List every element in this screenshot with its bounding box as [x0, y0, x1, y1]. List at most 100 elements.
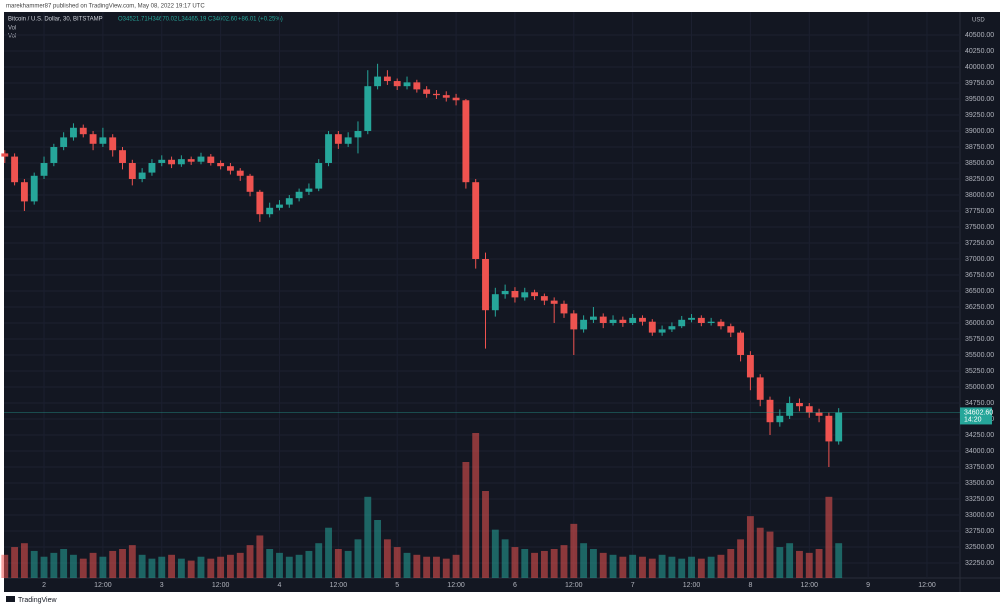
y-tick-label: 38250.00 — [965, 176, 994, 183]
candle-body — [344, 137, 352, 144]
y-tick-label: 32750.00 — [965, 528, 994, 535]
legend-value: H34670.02 — [148, 17, 178, 23]
volume-bar — [815, 549, 823, 578]
volume-bar — [668, 556, 676, 578]
volume-bar — [403, 552, 411, 578]
candle-body — [766, 399, 774, 423]
candle-body — [168, 159, 175, 165]
y-tick-label: 33000.00 — [965, 512, 994, 519]
volume-bar — [217, 556, 225, 578]
volume-bar — [796, 550, 803, 578]
volume-bar — [531, 552, 538, 578]
y-tick-label: 40000.00 — [965, 64, 994, 71]
volume-bar — [442, 558, 450, 578]
candle-body — [148, 162, 156, 173]
candle-body — [805, 406, 813, 413]
candle-body — [835, 412, 843, 442]
volume-bar — [688, 556, 695, 578]
symbol: Bitcoin / U.S. Dollar, 30, BITSTAMP — [8, 17, 103, 23]
volume-bar — [30, 550, 38, 578]
volume-bar — [20, 543, 28, 578]
candle-body — [128, 162, 136, 179]
candle-body — [550, 300, 558, 304]
candle-body — [756, 377, 764, 400]
y-tick-label: 36500.00 — [965, 288, 994, 295]
volume-bar — [589, 549, 597, 578]
y-tick-label: 33750.00 — [965, 464, 994, 471]
y-tick-label: 37000.00 — [965, 256, 994, 263]
volume-bar — [11, 547, 19, 578]
volume-bar — [99, 556, 107, 578]
legend-value: C34602.60 — [208, 17, 238, 23]
volume-bar — [354, 539, 362, 578]
y-tick-label: 35750.00 — [965, 336, 994, 343]
candle-body — [531, 292, 538, 297]
candle-body — [717, 321, 725, 327]
candle-body — [197, 156, 205, 162]
y-tick-label: 39000.00 — [965, 128, 994, 135]
last-price-tag — [960, 407, 992, 425]
candle-body — [511, 290, 519, 298]
volume-bar — [707, 556, 715, 578]
candle-body — [266, 207, 274, 215]
volume-bar — [629, 554, 637, 578]
volume-bar — [717, 554, 725, 578]
volume-bar — [766, 531, 774, 578]
candle-body — [109, 137, 117, 151]
volume-bar — [256, 535, 264, 578]
volume-label: Vol — [8, 26, 16, 32]
volume-bar — [266, 549, 274, 578]
candle-body — [383, 76, 391, 82]
candle-body — [609, 319, 617, 324]
volume-bar — [540, 550, 548, 578]
volume-bar — [727, 549, 735, 578]
volume-bar — [119, 549, 126, 578]
candle-body — [540, 296, 548, 301]
volume-bar — [40, 556, 48, 578]
volume-bar — [560, 545, 568, 578]
candle-body — [246, 175, 254, 192]
y-tick-label: 36250.00 — [965, 304, 994, 311]
candle-body — [413, 82, 421, 90]
volume-bar — [285, 556, 293, 578]
y-tick-label: 35500.00 — [965, 352, 994, 359]
volume-bar — [825, 496, 833, 578]
volume-bar — [756, 527, 764, 578]
y-tick-label: 37250.00 — [965, 240, 994, 247]
candle-body — [491, 294, 499, 311]
y-tick-label: 39250.00 — [965, 112, 994, 119]
candle-body — [138, 172, 146, 179]
volume-bar — [177, 558, 185, 578]
volume-bar — [482, 491, 489, 578]
candle-body — [354, 130, 362, 138]
volume-bar — [276, 552, 283, 578]
x-tick-label: 12:00 — [565, 582, 583, 589]
candle-body — [423, 89, 431, 94]
y-tick-label: 36000.00 — [965, 320, 994, 327]
candle-body — [737, 332, 745, 356]
volume-bar — [295, 554, 303, 578]
legend-value: +86.01 (+0.25%) — [238, 17, 283, 23]
volume-bar — [511, 547, 519, 578]
candle-body — [89, 134, 97, 144]
y-tick-label: 38500.00 — [965, 160, 994, 167]
y-tick-label: 33250.00 — [965, 496, 994, 503]
volume-bar — [374, 520, 382, 578]
candle-body — [325, 134, 332, 163]
candle-body — [177, 159, 185, 165]
y-tick-label: 39500.00 — [965, 96, 994, 103]
candle-body — [501, 290, 509, 295]
candle-body — [187, 159, 195, 162]
volume-bar — [639, 556, 646, 578]
candle-body — [20, 182, 28, 202]
candle-body — [393, 81, 401, 87]
candle-body — [315, 162, 323, 189]
volume-bar — [79, 558, 87, 578]
candle-body — [688, 317, 695, 320]
y-tick-label: 39750.00 — [965, 80, 994, 87]
candle-body — [40, 162, 48, 176]
y-tick-label: 35000.00 — [965, 384, 994, 391]
y-tick-label: 37750.00 — [965, 208, 994, 215]
